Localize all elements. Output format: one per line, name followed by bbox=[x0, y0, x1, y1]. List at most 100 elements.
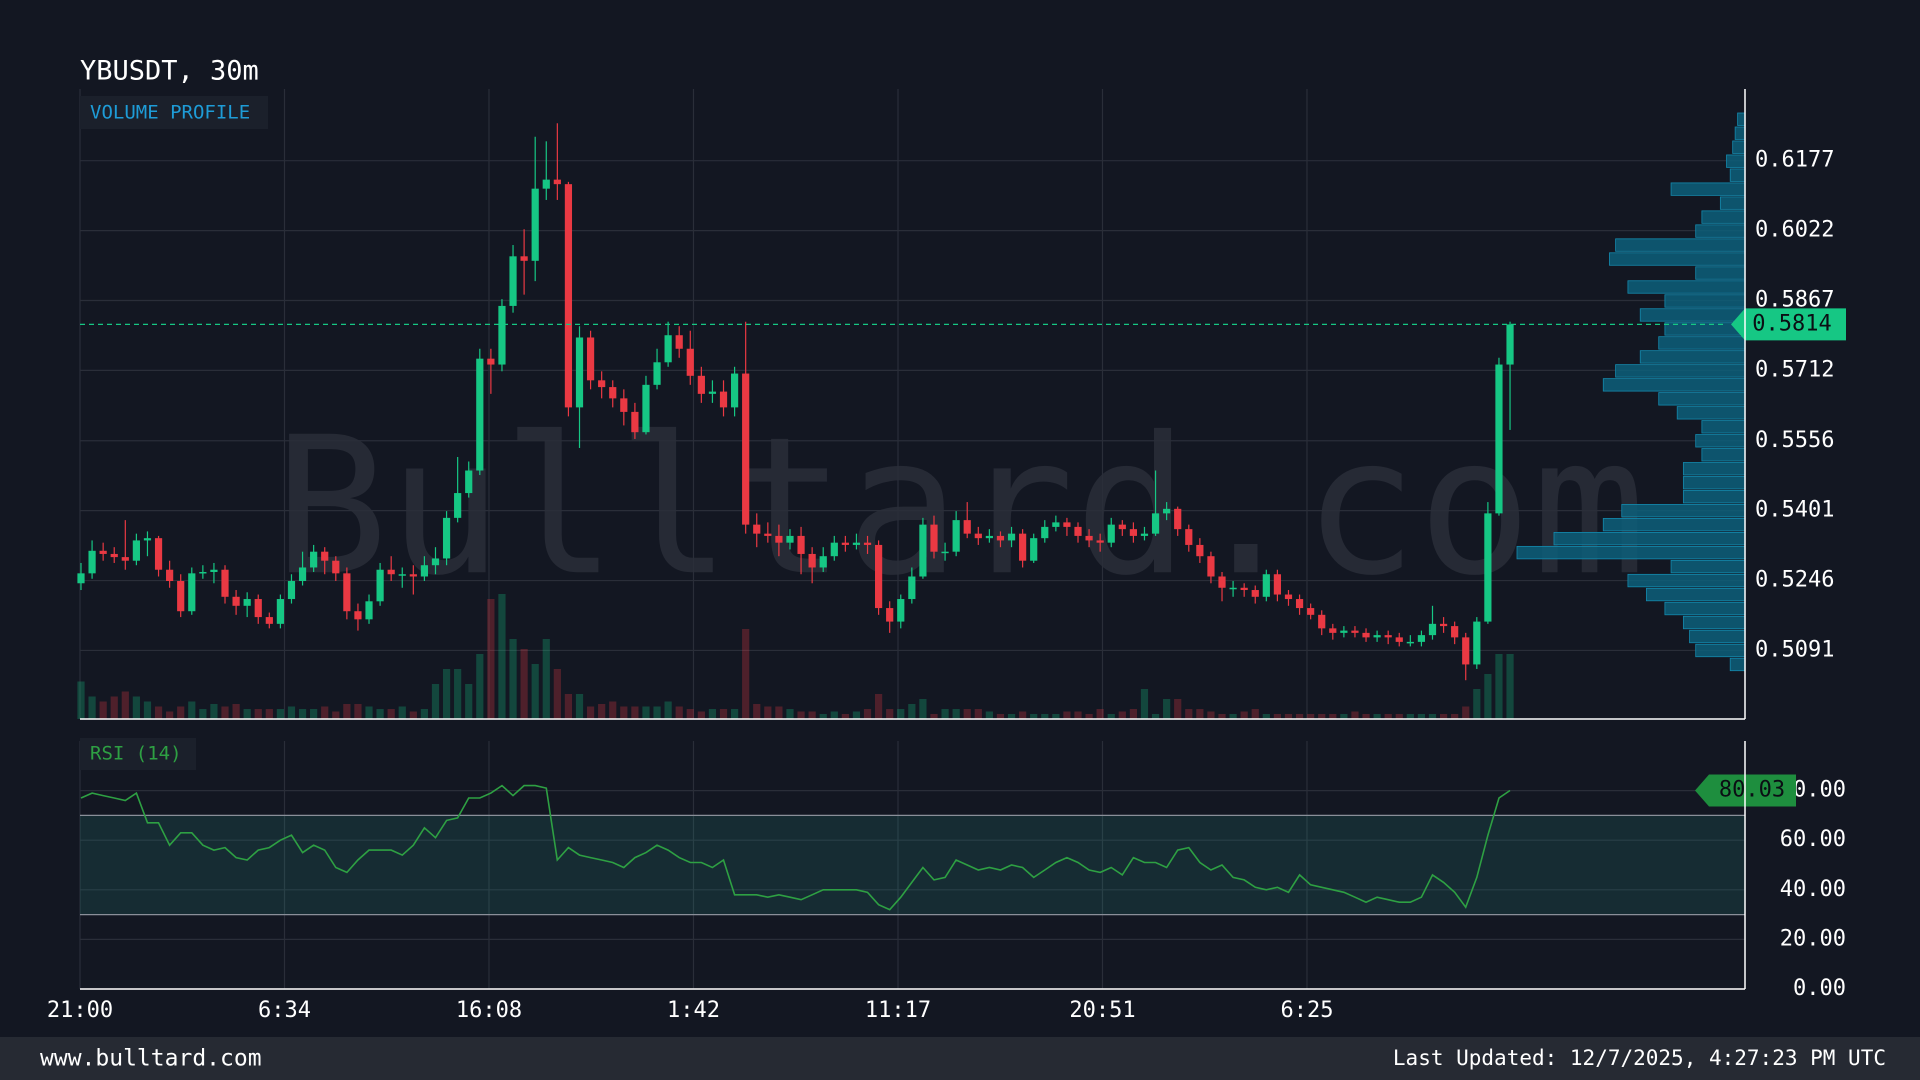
candle-body bbox=[886, 608, 894, 622]
candle-body bbox=[243, 599, 251, 606]
volume-profile-bar bbox=[1602, 518, 1746, 532]
candle-body bbox=[686, 348, 694, 376]
rsi-value-label: 80.03 bbox=[1719, 778, 1785, 803]
candle-body bbox=[332, 560, 340, 574]
volume-bar bbox=[675, 706, 683, 719]
candle-body bbox=[742, 373, 750, 525]
volume-bar bbox=[1041, 714, 1049, 719]
volume-bar bbox=[531, 664, 539, 719]
volume-bar bbox=[653, 706, 661, 719]
volume-bar bbox=[77, 681, 85, 719]
candle-body bbox=[974, 533, 982, 539]
volume-bar bbox=[1439, 714, 1448, 719]
candle-body bbox=[1462, 637, 1470, 665]
volume-bar bbox=[498, 594, 506, 719]
candle-body bbox=[454, 493, 462, 518]
volume-profile-bar bbox=[1615, 364, 1746, 378]
x-tick-label: 11:17 bbox=[865, 998, 931, 1023]
volume-bar bbox=[1140, 689, 1149, 719]
volume-bar bbox=[1085, 714, 1093, 719]
candle-body bbox=[509, 256, 517, 306]
candle-body bbox=[442, 517, 451, 559]
candle-body bbox=[188, 573, 196, 612]
volume-bar bbox=[841, 714, 849, 719]
candle-body bbox=[143, 538, 152, 541]
candle-body bbox=[852, 542, 861, 545]
volume-bar bbox=[431, 684, 440, 719]
volume-bar bbox=[221, 706, 229, 719]
volume-profile-bar bbox=[1682, 476, 1746, 490]
candle-body bbox=[1007, 533, 1016, 541]
candle-body bbox=[210, 569, 218, 572]
candle-body bbox=[1174, 508, 1182, 530]
candle-body bbox=[642, 384, 650, 433]
candle-body bbox=[287, 581, 296, 600]
volume-bar bbox=[1207, 711, 1215, 719]
candle-body bbox=[963, 520, 971, 534]
x-tick-label: 1:42 bbox=[667, 998, 720, 1023]
volume-bar bbox=[287, 706, 296, 719]
candle-body bbox=[365, 601, 373, 620]
volume-bar bbox=[1107, 714, 1115, 719]
candle-body bbox=[310, 551, 318, 568]
candle-body bbox=[1096, 540, 1104, 543]
rsi-tick-label: 0.00 bbox=[1793, 976, 1846, 1001]
volume-bar bbox=[1019, 711, 1027, 719]
candle-body bbox=[420, 565, 429, 577]
volume-bar bbox=[908, 704, 916, 719]
volume-profile-bar bbox=[1732, 140, 1746, 154]
volume-bar bbox=[442, 669, 451, 719]
volume-bar bbox=[852, 711, 861, 719]
volume-bar bbox=[1318, 714, 1326, 719]
candle-body bbox=[1417, 635, 1426, 642]
volume-bar bbox=[387, 709, 395, 719]
volume-bar bbox=[110, 696, 118, 719]
candle-body bbox=[1428, 623, 1437, 636]
volume-profile-bar bbox=[1602, 378, 1746, 392]
candle-body bbox=[830, 542, 838, 557]
volume-bar bbox=[1451, 714, 1459, 719]
volume-bar bbox=[520, 649, 528, 719]
candle-body bbox=[542, 179, 550, 189]
volume-bar bbox=[232, 704, 240, 719]
volume-bar bbox=[1030, 714, 1038, 719]
volume-bar bbox=[719, 709, 728, 719]
x-tick-label: 16:08 bbox=[456, 998, 522, 1023]
candle-body bbox=[1295, 599, 1304, 609]
volume-bar bbox=[88, 696, 96, 719]
volume-bar bbox=[985, 711, 993, 719]
volume-bar bbox=[1151, 714, 1160, 719]
volume-bar bbox=[786, 709, 794, 719]
candle-body bbox=[930, 524, 938, 552]
candle-body bbox=[1484, 513, 1492, 622]
candle-body bbox=[775, 535, 783, 543]
volume-bar bbox=[775, 706, 783, 719]
volume-bar bbox=[476, 654, 484, 719]
volume-profile-bar bbox=[1695, 434, 1746, 448]
candle-body bbox=[575, 337, 584, 408]
volume-bar bbox=[730, 709, 739, 719]
y-tick-label: 0.5867 bbox=[1755, 288, 1834, 313]
volume-bar bbox=[365, 706, 373, 719]
volume-bar bbox=[1384, 714, 1392, 719]
candle-body bbox=[1340, 630, 1348, 633]
candle-body bbox=[1329, 628, 1337, 633]
volume-bar bbox=[1262, 714, 1270, 719]
candle-body bbox=[354, 611, 362, 620]
candle-body bbox=[132, 540, 140, 561]
volume-bar bbox=[1218, 714, 1226, 719]
volume-bar bbox=[564, 694, 573, 719]
volume-bar bbox=[797, 711, 805, 719]
candle-body bbox=[730, 373, 739, 408]
volume-profile-bar bbox=[1689, 629, 1746, 644]
candle-body bbox=[387, 569, 395, 575]
volume-bar bbox=[686, 709, 694, 719]
candle-body bbox=[1052, 522, 1060, 527]
candle-body bbox=[609, 387, 617, 399]
y-tick-label: 0.5246 bbox=[1755, 568, 1834, 593]
volume-bar bbox=[354, 704, 362, 719]
volume-bar bbox=[996, 714, 1005, 719]
x-tick-label: 6:25 bbox=[1280, 998, 1333, 1023]
candle-body bbox=[254, 599, 262, 618]
